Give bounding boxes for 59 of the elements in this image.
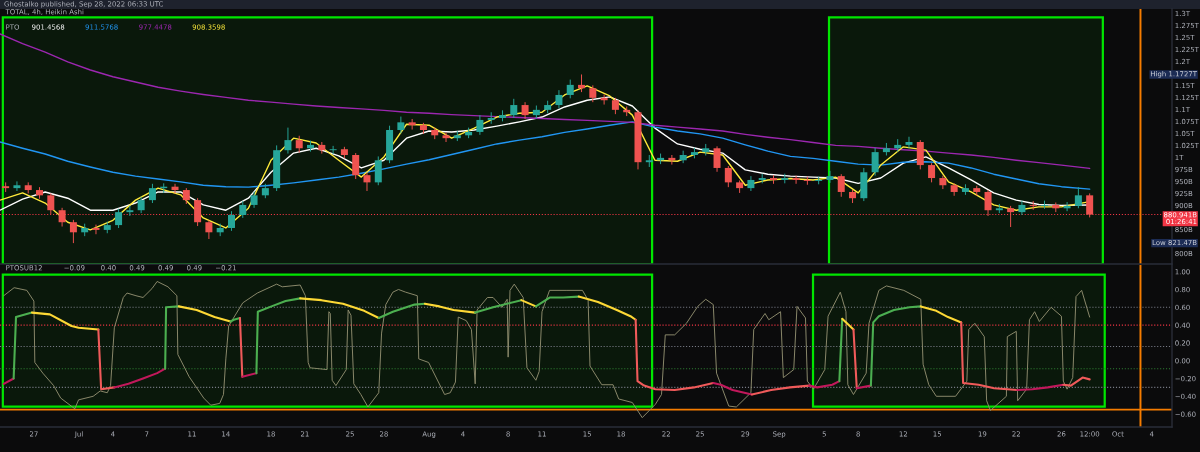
line-series — [960, 321, 1019, 392]
candlestick — [1018, 200, 1026, 216]
candlestick — [792, 175, 800, 185]
candlestick — [905, 136, 913, 149]
candlestick — [939, 175, 947, 190]
candlestick — [363, 172, 371, 192]
candlestick — [47, 192, 55, 215]
candlestick — [374, 155, 382, 186]
candlestick — [871, 147, 879, 177]
candlestick — [69, 219, 77, 244]
line-series — [255, 297, 302, 375]
line-series — [0, 121, 1091, 190]
line-series — [423, 302, 477, 314]
line-series — [299, 297, 380, 319]
candlestick — [92, 224, 100, 235]
candlestick — [487, 111, 495, 125]
line-series — [869, 305, 922, 387]
candlestick — [442, 131, 450, 143]
candlestick — [352, 152, 360, 180]
line-series — [177, 305, 232, 323]
candlestick — [194, 197, 202, 227]
candlestick — [13, 180, 21, 192]
candlestick — [713, 145, 721, 173]
candlestick — [984, 189, 992, 217]
candlestick — [555, 89, 563, 109]
candlestick — [329, 145, 337, 155]
line-series — [712, 381, 753, 396]
candlestick — [510, 98, 518, 119]
candlestick — [1029, 200, 1037, 211]
line-series — [30, 311, 100, 331]
line-series — [750, 384, 811, 396]
candlestick — [58, 207, 66, 228]
line-series — [1062, 376, 1091, 387]
candlestick — [837, 173, 845, 198]
candlestick — [1074, 186, 1082, 209]
candlestick — [928, 162, 936, 183]
candlestick — [205, 219, 213, 240]
candlestick — [566, 79, 574, 99]
candlestick — [1086, 192, 1094, 218]
candlestick — [476, 114, 484, 136]
candlestick — [1007, 205, 1015, 228]
candlestick — [115, 208, 123, 229]
line-series — [919, 305, 963, 324]
candlestick — [126, 205, 134, 217]
line-series — [0, 33, 1091, 170]
candlestick — [724, 165, 732, 188]
line-series — [808, 380, 841, 389]
line-series — [3, 280, 1091, 419]
line-series — [634, 318, 715, 392]
candlestick — [916, 139, 924, 170]
candlestick — [148, 183, 156, 204]
line-series — [113, 367, 167, 389]
candlestick — [397, 116, 405, 134]
line-series — [577, 295, 637, 321]
candlestick — [227, 210, 235, 232]
line-series — [377, 302, 426, 319]
candlestick — [826, 170, 834, 184]
candlestick — [747, 175, 755, 192]
candlestick — [284, 127, 292, 155]
